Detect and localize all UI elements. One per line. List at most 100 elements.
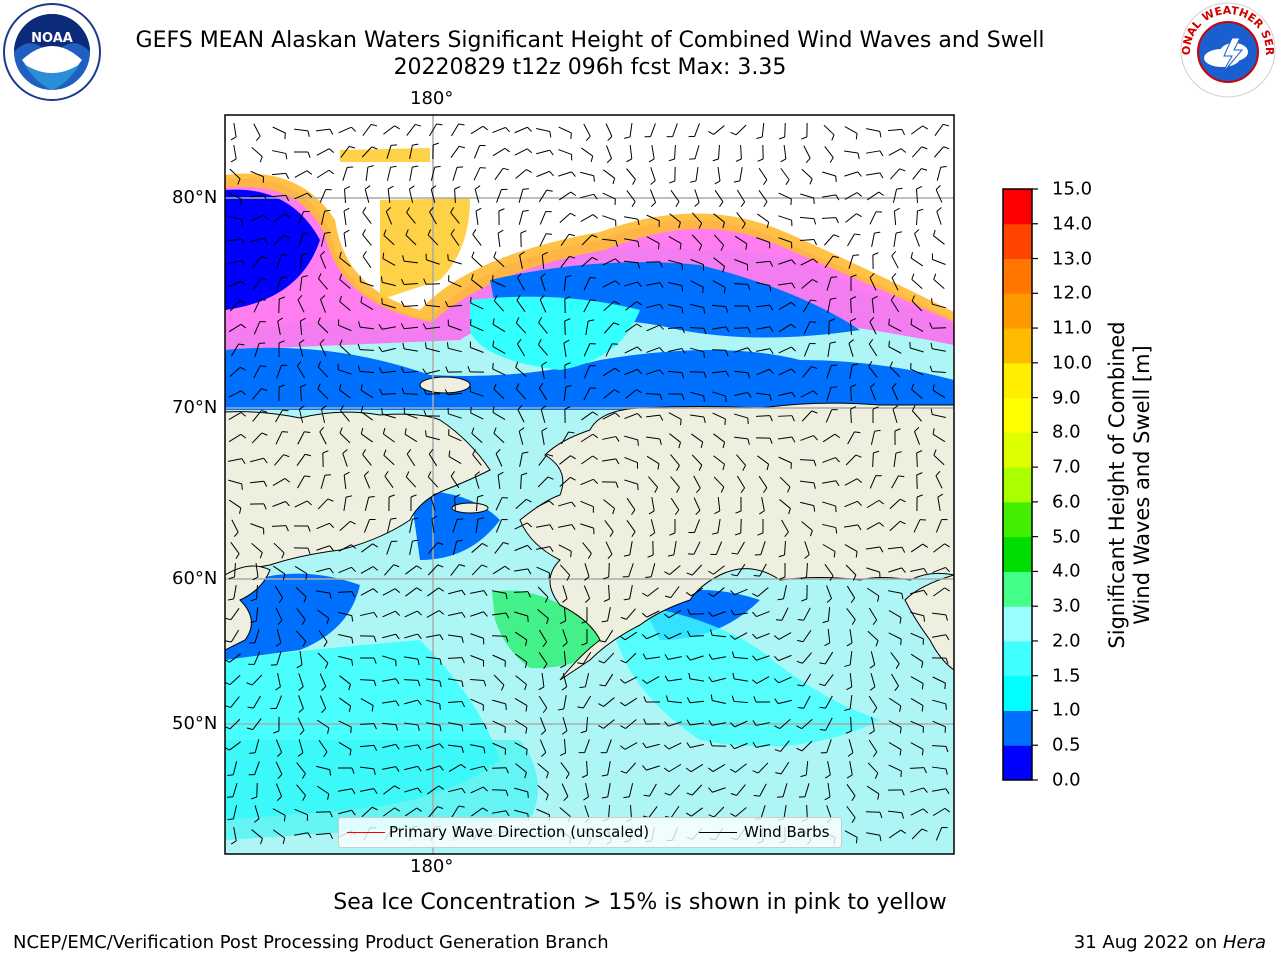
wind-barb-feather — [895, 231, 903, 234]
wind-barb-feather — [752, 655, 757, 661]
wind-barb-feather — [587, 553, 592, 559]
wind-barb — [602, 215, 616, 221]
wind-barb — [381, 370, 397, 374]
wind-barb — [583, 123, 591, 137]
wind-barb-feather — [298, 339, 305, 344]
wind-barb-feather — [263, 238, 268, 244]
wind-barb-feather — [423, 299, 427, 306]
wind-barb — [624, 281, 638, 287]
wind-barb — [495, 497, 503, 511]
wind-barb-feather — [829, 157, 834, 163]
wind-barb — [801, 740, 813, 752]
wind-barb-feather — [872, 295, 878, 300]
wind-barb-feather — [678, 222, 681, 229]
wind-barb — [232, 761, 238, 775]
wind-barb-feather — [747, 372, 751, 379]
wind-barb — [779, 719, 791, 729]
wind-barb-feather — [899, 617, 902, 624]
wind-barb — [319, 673, 327, 687]
wind-barb-feather — [483, 590, 488, 596]
wind-barb — [668, 259, 682, 265]
wind-barb-feather — [709, 740, 713, 746]
wind-barb — [403, 260, 419, 264]
wind-barb-feather — [283, 234, 290, 239]
wind-barb-feather — [637, 241, 640, 248]
wind-barb-feather — [631, 509, 636, 516]
wind-barb-feather — [246, 727, 253, 731]
wind-barb-feather — [283, 454, 290, 458]
wind-barb-feather — [725, 326, 730, 333]
wind-barb-feather — [430, 493, 436, 498]
wind-barb — [672, 123, 678, 137]
wind-barb-feather — [459, 564, 466, 567]
wind-barb-feather — [327, 498, 334, 502]
wind-barb — [359, 723, 375, 725]
wind-barb — [935, 475, 943, 489]
wind-barb — [537, 476, 549, 488]
wind-barb — [359, 766, 375, 770]
wind-barb — [230, 629, 240, 643]
wind-barb-feather — [373, 636, 377, 642]
wind-barb — [823, 234, 835, 246]
wind-barb-feather — [910, 252, 913, 259]
wind-barb-feather — [874, 772, 879, 779]
wind-barb-feather — [774, 655, 779, 661]
svg-text:NOAA: NOAA — [31, 31, 73, 46]
wind-barb-feather — [648, 510, 655, 515]
wind-barb — [299, 254, 303, 270]
wind-barb — [892, 189, 898, 203]
wind-barb-feather — [561, 686, 567, 691]
wind-barb — [670, 190, 680, 202]
wind-barb-feather — [515, 383, 520, 390]
wind-barb — [252, 388, 262, 400]
wind-barb-feather — [641, 612, 648, 618]
wind-barb — [316, 719, 330, 729]
wind-barb-feather — [568, 233, 575, 237]
wind-barb — [339, 301, 351, 311]
wind-barb-feather — [813, 435, 818, 441]
wind-barb — [850, 716, 852, 732]
wind-barb — [403, 370, 419, 374]
colorbar-segment — [1003, 675, 1032, 711]
wind-barb-feather — [720, 244, 725, 251]
wind-barb — [359, 326, 375, 330]
wind-barb-feather — [813, 460, 817, 467]
wind-barb-feather — [850, 274, 857, 278]
wind-barb-feather — [371, 705, 374, 712]
wind-barb-feather — [546, 233, 553, 235]
wind-barb — [646, 765, 660, 771]
wind-barb — [867, 762, 879, 774]
wind-barb-feather — [857, 171, 862, 177]
wind-barb — [454, 188, 456, 204]
wind-barb-feather — [812, 258, 819, 264]
wind-barb-feather — [725, 306, 729, 313]
wind-barb — [563, 276, 567, 292]
wind-barb-feather — [240, 199, 242, 206]
wind-barb-feather — [916, 494, 923, 498]
wind-barb-feather — [250, 598, 257, 602]
wind-barb — [493, 256, 505, 268]
wind-barb-feather — [458, 805, 465, 808]
wind-barb-feather — [438, 785, 444, 790]
wind-barb — [650, 563, 656, 577]
wind-barb — [602, 412, 616, 420]
wind-barb — [693, 497, 701, 511]
wind-barb-feather — [723, 287, 726, 294]
wind-barb — [316, 785, 330, 795]
wind-barb-feather — [461, 657, 465, 664]
wind-barb — [624, 676, 638, 684]
wind-barb-feather — [351, 126, 356, 132]
wind-barb — [404, 348, 418, 352]
nws-logo: NATIONAL WEATHER SERVICE — [1176, 0, 1276, 98]
wind-barb — [272, 150, 286, 154]
wind-barb — [668, 236, 682, 244]
wind-barb — [515, 675, 527, 685]
wind-barb-feather — [757, 158, 764, 162]
wind-barb — [448, 589, 462, 595]
wind-barb-feather — [921, 146, 928, 150]
wind-barb-feather — [869, 272, 875, 279]
wind-barb — [871, 298, 875, 314]
wind-barb — [647, 587, 659, 597]
wind-barb — [910, 257, 924, 267]
wind-barb-feather — [285, 153, 288, 160]
